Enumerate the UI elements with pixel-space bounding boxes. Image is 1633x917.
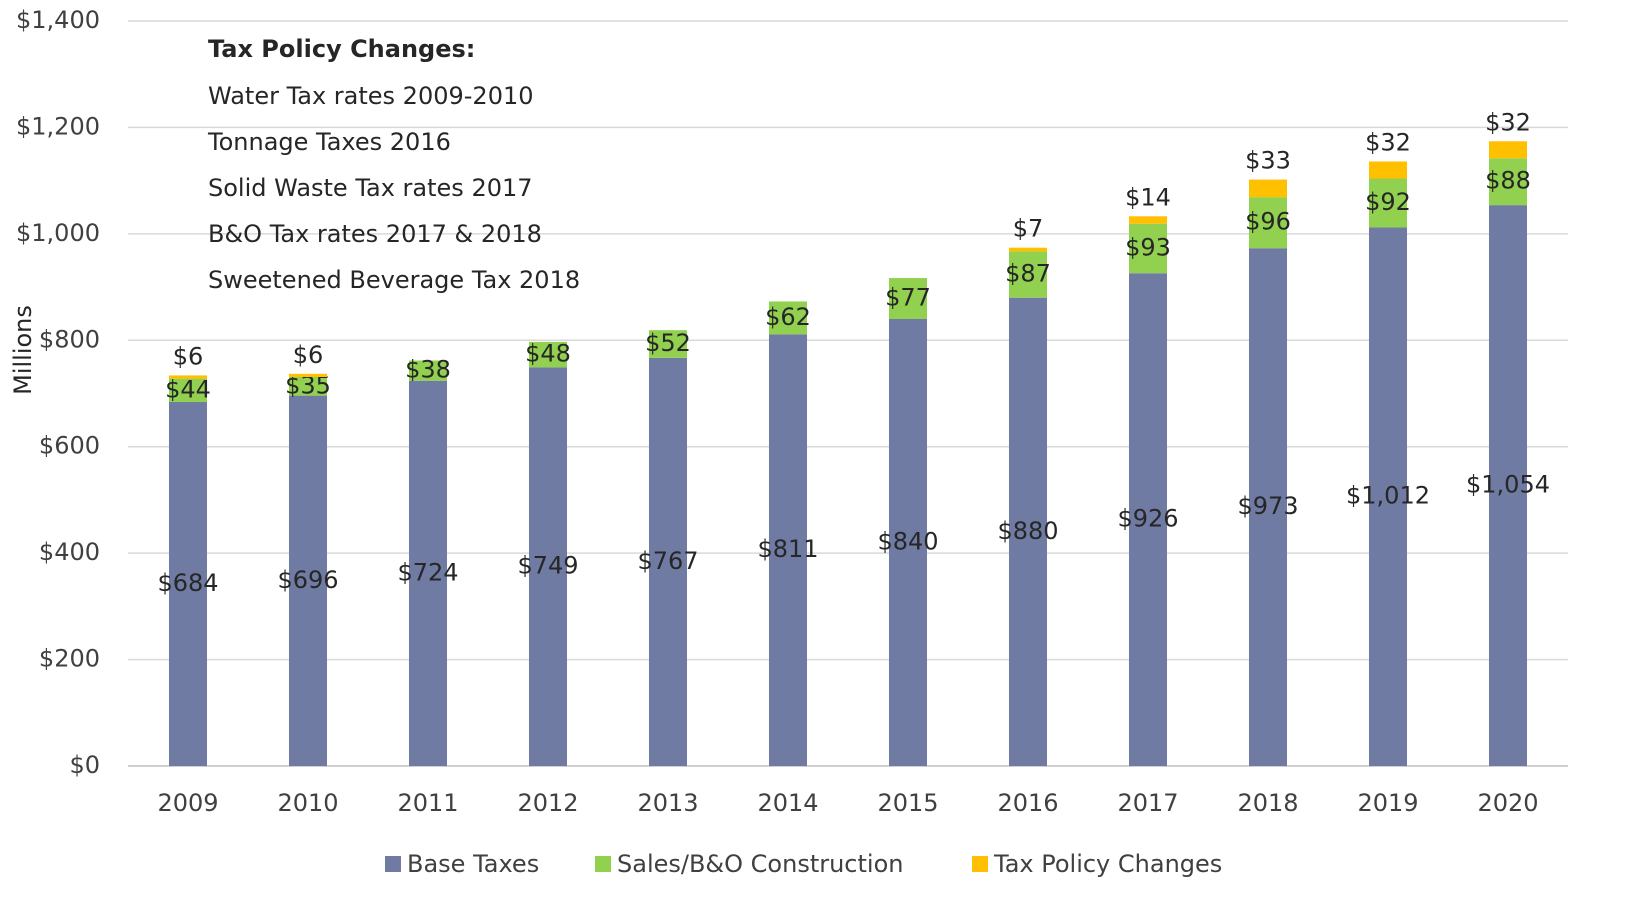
x-tick-label: 2018 — [1237, 789, 1298, 817]
data-label: $7 — [1013, 215, 1044, 243]
data-label: $93 — [1125, 233, 1171, 261]
annotation-line: Tonnage Taxes 2016 — [207, 128, 451, 156]
bar-segment — [289, 373, 327, 378]
bar-segment — [529, 341, 567, 368]
bar-segment — [1489, 141, 1527, 159]
data-label: $6 — [173, 342, 204, 370]
y-tick-label: $400 — [39, 538, 100, 566]
data-label: $6 — [293, 341, 324, 369]
x-tick-label: 2013 — [637, 789, 698, 817]
bar-segment — [1489, 158, 1527, 206]
data-label: $48 — [525, 340, 571, 368]
bar-segment — [1009, 247, 1047, 252]
legend-swatch — [972, 856, 988, 872]
bar-segment — [649, 357, 687, 766]
data-label: $38 — [405, 356, 451, 384]
data-label: $77 — [885, 284, 931, 312]
data-label: $14 — [1125, 183, 1171, 211]
bar-segment — [1489, 205, 1527, 766]
data-label: $44 — [165, 375, 211, 403]
data-label: $96 — [1245, 208, 1291, 236]
bar-segment — [409, 380, 447, 766]
bar-segment — [889, 278, 927, 319]
data-label: $749 — [517, 552, 578, 580]
data-label: $767 — [637, 547, 698, 575]
x-tick-label: 2014 — [757, 789, 818, 817]
x-tick-label: 2009 — [157, 789, 218, 817]
bar-segment — [1369, 178, 1407, 228]
bar-segment — [1369, 227, 1407, 766]
bar-segment — [1009, 251, 1047, 298]
x-tick-label: 2019 — [1357, 789, 1418, 817]
y-tick-label: $0 — [69, 751, 100, 779]
data-label: $926 — [1117, 505, 1178, 533]
data-label: $811 — [757, 535, 818, 563]
data-label: $973 — [1237, 492, 1298, 520]
bar-segment — [1129, 216, 1167, 224]
bar-segment — [1009, 297, 1047, 766]
legend-label: Base Taxes — [407, 850, 539, 878]
bar-segment — [289, 395, 327, 766]
annotation-line: B&O Tax rates 2017 & 2018 — [208, 220, 542, 248]
x-tick-label: 2010 — [277, 789, 338, 817]
legend-label: Tax Policy Changes — [993, 850, 1222, 878]
bar-segment — [1249, 179, 1287, 198]
bar-segment — [169, 402, 207, 766]
annotation-title: Tax Policy Changes: — [208, 35, 475, 63]
y-tick-label: $1,200 — [16, 112, 100, 140]
data-label: $1,054 — [1466, 471, 1550, 499]
legend-label: Sales/B&O Construction — [617, 850, 903, 878]
annotation-line: Sweetened Beverage Tax 2018 — [208, 266, 580, 294]
bar-segment — [169, 375, 207, 379]
x-tick-label: 2011 — [397, 789, 458, 817]
data-label: $32 — [1365, 128, 1411, 156]
data-label: $840 — [877, 528, 938, 556]
bar-segment — [1249, 248, 1287, 767]
bar-segment — [1129, 273, 1167, 766]
bar-segment — [409, 360, 447, 381]
x-tick-label: 2015 — [877, 789, 938, 817]
data-label: $880 — [997, 517, 1058, 545]
bar-segment — [769, 334, 807, 766]
data-label: $32 — [1485, 108, 1531, 136]
y-tick-label: $800 — [39, 325, 100, 353]
data-label: $92 — [1365, 188, 1411, 216]
x-tick-label: 2016 — [997, 789, 1058, 817]
data-label: $696 — [277, 566, 338, 594]
bar-segment — [649, 330, 687, 358]
data-label: $52 — [645, 329, 691, 357]
y-tick-label: $1,000 — [16, 219, 100, 247]
bar-segment — [529, 367, 567, 766]
x-tick-label: 2012 — [517, 789, 578, 817]
y-axis-label: Millions — [9, 305, 37, 395]
y-tick-label: $600 — [39, 432, 100, 460]
data-label: $33 — [1245, 147, 1291, 175]
legend-swatch — [595, 856, 611, 872]
data-label: $62 — [765, 303, 811, 331]
data-label: $724 — [397, 558, 458, 586]
bar-segment — [289, 377, 327, 396]
data-label: $88 — [1485, 167, 1531, 195]
legend-swatch — [385, 856, 401, 872]
x-tick-label: 2017 — [1117, 789, 1178, 817]
data-label: $684 — [157, 569, 218, 597]
bar-segment — [1249, 197, 1287, 249]
y-tick-label: $1,400 — [16, 6, 100, 34]
annotation-line: Solid Waste Tax rates 2017 — [208, 174, 533, 202]
data-label: $1,012 — [1346, 482, 1430, 510]
annotation-line: Water Tax rates 2009-2010 — [208, 82, 534, 110]
bar-segment — [169, 378, 207, 403]
bar-segment — [1129, 223, 1167, 274]
y-tick-label: $200 — [39, 645, 100, 673]
bar-segment — [889, 319, 927, 766]
bar-segment — [1369, 161, 1407, 179]
bar-segment — [769, 301, 807, 335]
data-label: $87 — [1005, 260, 1051, 288]
x-tick-label: 2020 — [1477, 789, 1538, 817]
